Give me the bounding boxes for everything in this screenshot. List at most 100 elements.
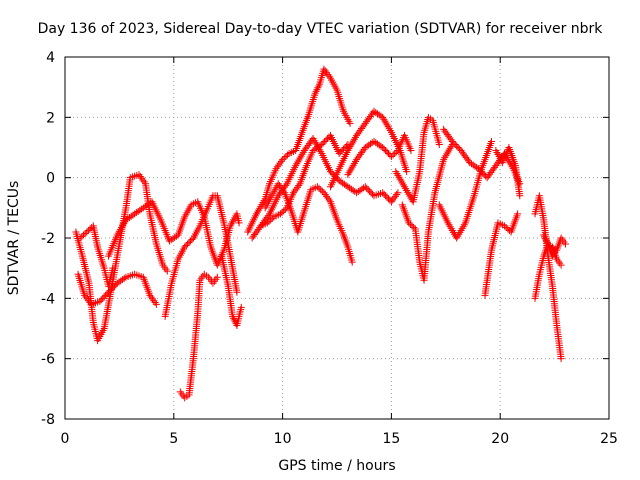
data-point: [105, 288, 113, 296]
data-point: [318, 187, 326, 195]
data-point: [99, 294, 107, 302]
data-point: [361, 183, 369, 191]
data-point: [237, 303, 245, 311]
data-point: [312, 87, 320, 95]
data-point: [541, 233, 549, 241]
data-point: [182, 242, 190, 250]
data-point: [322, 136, 330, 144]
data-point: [474, 165, 482, 173]
data-point: [140, 178, 148, 186]
data-point: [311, 89, 319, 97]
data-point: [146, 291, 154, 299]
data-point: [403, 168, 411, 176]
data-point: [380, 190, 388, 198]
data-point: [369, 109, 377, 117]
x-tick-label: 0: [61, 431, 70, 447]
y-tick-label: 2: [46, 110, 55, 126]
data-point: [81, 229, 89, 237]
data-point: [186, 237, 194, 245]
data-point: [335, 150, 343, 158]
data-point: [501, 222, 509, 230]
data-point: [325, 72, 333, 80]
x-tick-label: 25: [600, 431, 618, 447]
data-point: [382, 192, 390, 200]
data-point: [136, 172, 144, 180]
data-point: [394, 189, 402, 197]
data-point: [276, 159, 284, 167]
data-point: [315, 82, 323, 90]
data-point: [379, 144, 387, 151]
data-point: [315, 184, 323, 192]
data-point: [279, 156, 287, 164]
data-point: [86, 225, 94, 233]
series-group: [435, 137, 495, 242]
y-tick-label: -4: [41, 291, 55, 307]
data-point: [292, 185, 300, 193]
y-tick-label: -8: [41, 412, 55, 428]
data-point: [479, 169, 487, 177]
data-point: [326, 168, 334, 176]
data-point: [107, 285, 115, 293]
data-point: [281, 205, 289, 213]
data-point: [392, 148, 400, 156]
series-group: [248, 134, 402, 242]
data-point: [276, 210, 284, 218]
data-point: [450, 139, 458, 147]
data-point: [323, 192, 331, 200]
data-point: [383, 148, 391, 156]
series-group: [74, 270, 160, 308]
data-point: [561, 240, 569, 248]
data-point: [275, 161, 283, 169]
data-point: [100, 293, 108, 301]
data-point: [150, 297, 158, 305]
data-point: [321, 137, 329, 145]
data-point: [363, 184, 371, 192]
data-point: [453, 142, 461, 150]
data-point: [274, 180, 282, 188]
data-point: [435, 140, 443, 148]
x-tick-label: 5: [169, 431, 178, 447]
data-point: [264, 212, 272, 220]
data-point: [106, 287, 114, 295]
data-point: [147, 293, 155, 301]
data-point: [328, 169, 336, 177]
data-point: [282, 153, 290, 161]
data-point: [102, 291, 110, 299]
data-point: [346, 119, 354, 127]
data-point: [295, 182, 303, 190]
series-group: [72, 171, 171, 345]
data-point: [516, 192, 524, 200]
data-point: [476, 166, 484, 174]
data-point: [341, 144, 349, 151]
series-group: [76, 222, 117, 290]
data-point: [543, 238, 551, 246]
data-point: [293, 183, 301, 191]
data-point: [477, 168, 485, 176]
data-point: [229, 312, 237, 320]
series-group: [344, 131, 415, 179]
series-group: [105, 198, 243, 269]
data-point: [384, 150, 392, 158]
series-group: [161, 192, 241, 320]
data-point: [408, 222, 416, 230]
data-point: [504, 225, 512, 233]
axis-ticks: 0 5 10 15 20 25 -8 -6 -4 -2 0 2 4: [41, 50, 618, 447]
data-point: [313, 183, 321, 191]
data-point: [96, 297, 104, 305]
y-tick-label: -6: [41, 352, 55, 368]
x-tick-label: 20: [491, 431, 509, 447]
data-point: [283, 151, 291, 159]
data-point: [103, 290, 111, 298]
series-group: [392, 113, 443, 206]
data-point: [188, 236, 196, 244]
data-point: [233, 288, 241, 296]
data-point: [380, 145, 388, 153]
data-point: [406, 220, 414, 228]
data-point: [325, 196, 333, 204]
data-point: [323, 69, 331, 77]
series-group: [244, 65, 354, 236]
grid-lines: [65, 57, 609, 419]
data-point: [151, 299, 159, 307]
data-point: [230, 316, 238, 324]
y-tick-label: -2: [41, 231, 55, 247]
